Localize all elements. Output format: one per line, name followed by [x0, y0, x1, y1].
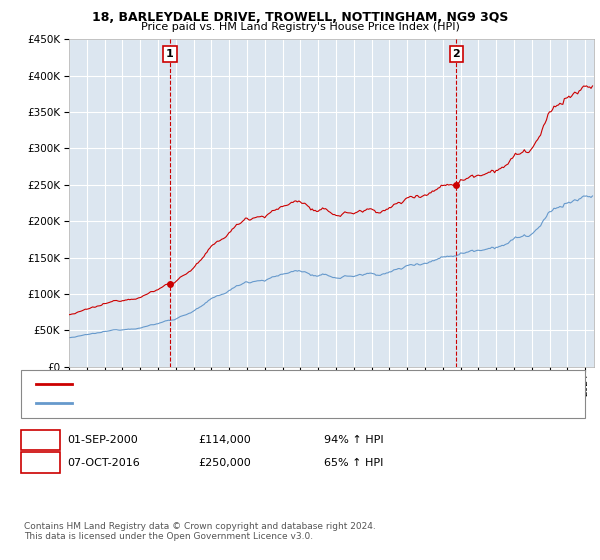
- Text: HPI: Average price, semi-detached house, Broxtowe: HPI: Average price, semi-detached house,…: [78, 399, 331, 408]
- Text: 18, BARLEYDALE DRIVE, TROWELL, NOTTINGHAM, NG9 3QS: 18, BARLEYDALE DRIVE, TROWELL, NOTTINGHA…: [92, 11, 508, 24]
- Text: Contains HM Land Registry data © Crown copyright and database right 2024.
This d: Contains HM Land Registry data © Crown c…: [24, 522, 376, 542]
- Text: £250,000: £250,000: [198, 458, 251, 468]
- Text: 18, BARLEYDALE DRIVE, TROWELL, NOTTINGHAM, NG9 3QS (semi-detached house): 18, BARLEYDALE DRIVE, TROWELL, NOTTINGHA…: [78, 380, 486, 389]
- Text: £114,000: £114,000: [198, 435, 251, 445]
- Text: 1: 1: [166, 49, 174, 59]
- Text: 94% ↑ HPI: 94% ↑ HPI: [324, 435, 383, 445]
- Text: 2: 2: [37, 458, 44, 468]
- Text: 2: 2: [452, 49, 460, 59]
- Text: 65% ↑ HPI: 65% ↑ HPI: [324, 458, 383, 468]
- Text: Price paid vs. HM Land Registry's House Price Index (HPI): Price paid vs. HM Land Registry's House …: [140, 22, 460, 32]
- Text: 01-SEP-2000: 01-SEP-2000: [67, 435, 138, 445]
- Text: 07-OCT-2016: 07-OCT-2016: [67, 458, 140, 468]
- Text: 1: 1: [37, 435, 44, 445]
